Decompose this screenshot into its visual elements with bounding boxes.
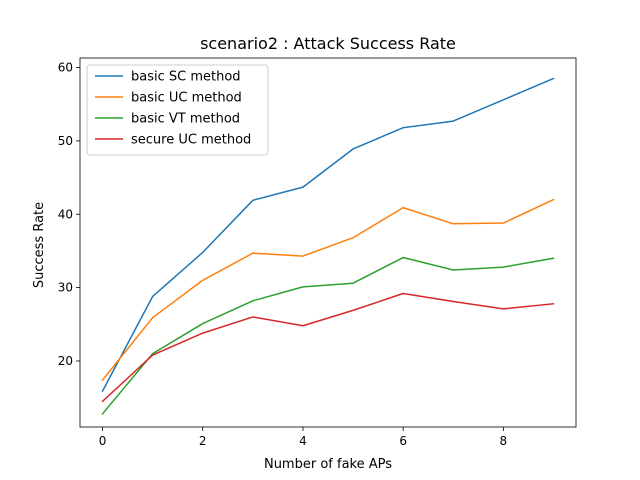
series-line-2: [101, 256, 555, 415]
legend-label-0: basic SC method: [131, 70, 241, 85]
x-tick-label-2: 4: [299, 434, 307, 448]
legend: basic SC method basic UC method basic VT m…: [86, 64, 269, 156]
series-line-1: [101, 198, 555, 382]
legend-box: [86, 64, 269, 156]
axes-frame: [79, 57, 577, 428]
y-tick-label-0: 20: [58, 354, 73, 368]
series-line-0: [101, 77, 555, 393]
y-axis-label: Success Rate: [32, 202, 47, 288]
series-line-3: [101, 292, 555, 403]
plot-area: [101, 77, 555, 415]
y-tick-label-2: 40: [58, 207, 73, 221]
legend-label-3: secure UC method: [131, 133, 251, 148]
x-tick-label-1: 2: [199, 434, 207, 448]
x-tick-label-0: 0: [99, 434, 107, 448]
y-tick-label-3: 50: [58, 134, 73, 148]
legend-label-2: basic VT method: [131, 112, 240, 127]
y-tick-label-1: 30: [58, 281, 73, 295]
legend-label-1: basic UC method: [131, 91, 242, 106]
y-tick-label-4: 60: [58, 61, 73, 75]
x-tick-label-3: 6: [399, 434, 407, 448]
x-axis-label: Number of fake APs: [264, 457, 392, 472]
axes: 0 2 4 6 8 20 30 40 50 60: [58, 57, 577, 448]
chart-title: scenario2 : Attack Success Rate: [200, 34, 456, 53]
x-tick-label-4: 8: [500, 434, 508, 448]
